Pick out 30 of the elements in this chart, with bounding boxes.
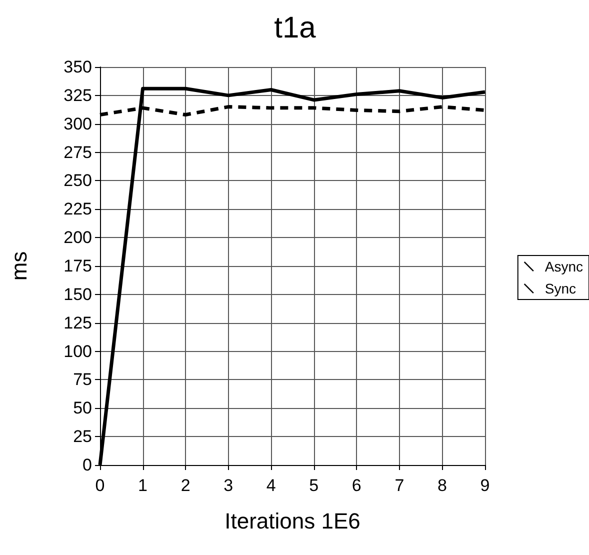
y-tick-label: 175: [64, 256, 92, 276]
y-tick-label: 100: [64, 342, 92, 361]
y-tick-label: 275: [64, 142, 92, 162]
x-tick-label: 3: [224, 476, 234, 495]
y-tick-label: 75: [73, 370, 92, 390]
x-tick-label: 0: [95, 476, 105, 495]
y-tick-label: 250: [64, 171, 92, 190]
x-tick-label: 1: [138, 476, 148, 495]
y-axis-title: ms: [6, 251, 32, 281]
x-tick-label: 4: [266, 476, 276, 495]
y-tick-label: 200: [64, 228, 92, 248]
x-tick-label: 5: [309, 476, 319, 495]
legend-label: Async: [544, 258, 583, 274]
x-tick-label: 6: [352, 476, 362, 495]
y-tick-label: 325: [64, 86, 92, 105]
y-tick-label: 0: [82, 456, 92, 474]
y-tick-label: 225: [64, 200, 92, 219]
x-tick-label: 7: [394, 476, 404, 495]
y-tick-label: 150: [64, 284, 92, 304]
x-axis-title: Iterations 1E6: [224, 508, 360, 534]
x-tick-label: 2: [180, 476, 190, 495]
y-tick-label: 50: [73, 398, 92, 418]
x-tick-label: 9: [480, 476, 490, 495]
chart-title: t1a: [274, 12, 316, 44]
legend-label: Sync: [544, 280, 576, 296]
x-tick-label: 8: [437, 476, 447, 495]
y-tick-label: 300: [64, 114, 92, 134]
y-tick-label: 125: [64, 313, 92, 332]
y-tick-label: 25: [73, 427, 92, 446]
y-tick-label: 350: [64, 58, 92, 76]
